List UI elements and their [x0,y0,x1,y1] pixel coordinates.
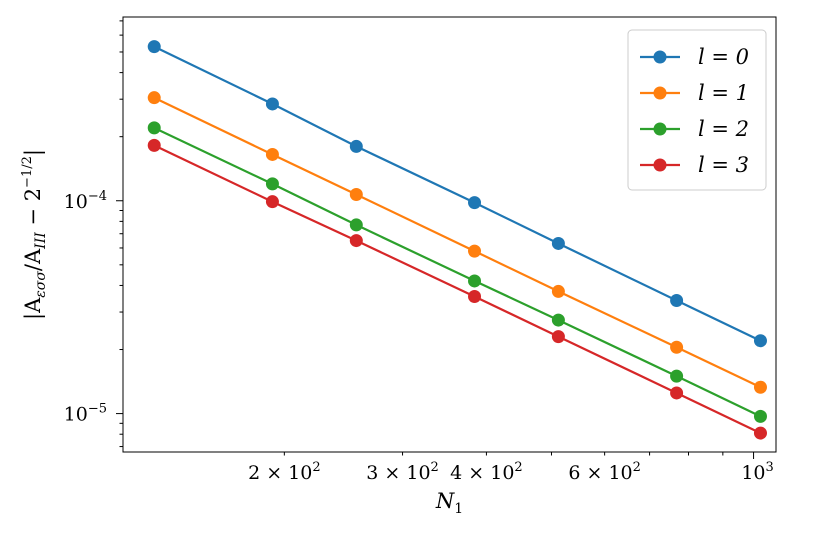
data-point [551,236,565,250]
data-point [753,334,767,348]
legend-box [627,29,767,191]
data-point [265,97,279,111]
legend-entry-1: l = 1 [640,81,749,105]
y-axis: 10−5 10−4 [64,20,123,448]
data-point [468,196,482,210]
y-tick-label: 10−4 [64,189,107,213]
data-point [147,40,161,54]
data-point [670,293,684,307]
legend-entry-3: l = 3 [640,153,749,177]
data-point [551,313,565,327]
legend-marker [653,86,667,100]
x-tick-label: 6 × 102 [568,460,641,484]
series-2 [147,121,767,423]
y-axis-label: |Aεσσ/AIII − 2−1/2| [20,149,49,320]
plot-frame [122,16,777,453]
data-point [468,289,482,303]
data-point [147,121,161,135]
data-point [265,147,279,161]
x-tick-label: 2 × 102 [248,460,321,484]
x-tick-label: 4 × 102 [450,460,523,484]
data-point [670,386,684,400]
series-3 [147,138,767,440]
legend-marker [653,50,667,64]
data-point [349,139,363,153]
data-point [468,244,482,258]
plot-area [122,16,777,453]
y-tick-label: 10−5 [64,402,107,426]
data-point [670,340,684,354]
legend-marker [653,158,667,172]
axis-labels: N1 |Aεσσ/AIII − 2−1/2| [20,149,463,517]
series-0 [147,40,767,348]
data-point [753,409,767,423]
data-point [265,195,279,209]
data-point [468,274,482,288]
data-point [265,177,279,191]
data-point [551,284,565,298]
x-axis: 2 × 102 3 × 102 4 × 102 6 × 102 103 [248,452,774,484]
legend: l = 0 l = 1 l = 2 l = 3 [627,29,767,191]
data-point [753,380,767,394]
x-axis-label: N1 [435,489,463,517]
data-point [670,369,684,383]
legend-entry-2: l = 2 [640,117,749,141]
data-point [551,330,565,344]
legend-marker [653,122,667,136]
legend-entry-0: l = 0 [640,45,749,69]
data-point [349,187,363,201]
x-tick-label: 3 × 102 [366,460,439,484]
data-point [349,218,363,232]
legend-label: l = 3 [698,153,749,177]
data-point [147,138,161,152]
legend-label: l = 1 [698,81,749,105]
data-point [349,234,363,248]
data-point [753,426,767,440]
x-tick-label: 103 [741,460,773,484]
legend-label: l = 0 [698,45,749,69]
legend-label: l = 2 [698,117,749,141]
data-point [147,91,161,105]
series-1 [147,91,767,394]
